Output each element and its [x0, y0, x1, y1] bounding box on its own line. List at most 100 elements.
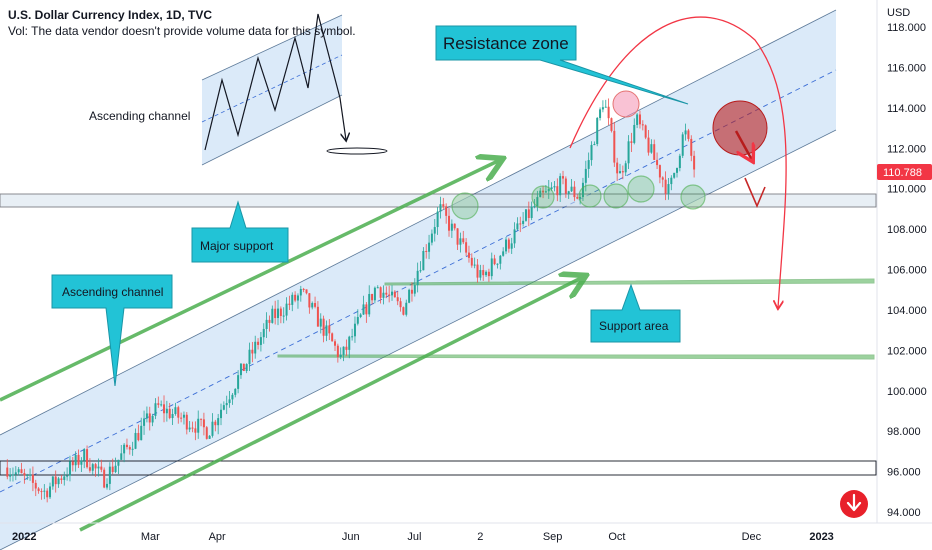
candle-body [607, 106, 610, 119]
candle-body [405, 302, 408, 315]
candle-body [29, 474, 32, 476]
last-price-badge: 110.788 [877, 164, 932, 180]
candle-body [593, 144, 596, 146]
candle-body [94, 464, 97, 469]
candle-body [442, 204, 445, 207]
candle-body [154, 403, 157, 416]
candle-body [647, 137, 650, 153]
candle-body [331, 333, 334, 342]
forecast-target-arrow [744, 177, 766, 209]
candle-body [462, 238, 465, 243]
candle-body [467, 252, 470, 258]
y-tick-label: 94.000 [887, 507, 921, 519]
candle-body [316, 306, 319, 327]
candle-body [539, 190, 542, 198]
candle-body [11, 474, 14, 476]
candle-body [34, 482, 37, 489]
candle-body [379, 287, 382, 298]
candle-body [524, 209, 527, 221]
candle-body [348, 336, 351, 350]
y-tick-label: 112.000 [887, 143, 926, 155]
candle-body [31, 474, 34, 483]
candle-body [299, 288, 302, 296]
candle-body [584, 168, 587, 183]
candle-body [177, 407, 180, 418]
candle-body [319, 318, 322, 327]
candle-body [91, 464, 94, 471]
candle-body [97, 466, 100, 469]
candle-body [690, 138, 693, 156]
x-tick-label: Dec [742, 531, 762, 543]
candle-body [399, 301, 402, 308]
x-tick-label: Oct [608, 531, 625, 543]
candle-body [562, 176, 565, 179]
candle-body [125, 444, 128, 448]
candle-body [476, 264, 479, 278]
candle-body [530, 206, 533, 218]
candle-body [291, 294, 294, 305]
candle-body [382, 292, 385, 298]
candle-body [410, 289, 413, 294]
candle-body [564, 178, 567, 194]
y-tick-label: 108.000 [887, 224, 927, 236]
candle-body [465, 242, 468, 253]
candle-body [17, 469, 20, 473]
candle-body [402, 307, 405, 315]
candle-body [202, 419, 205, 428]
y-tick-label: 102.000 [887, 345, 927, 357]
lower-trend-arrow [79, 277, 583, 532]
candle-body [259, 337, 262, 345]
candle-body [453, 223, 456, 229]
candle-body [544, 191, 547, 193]
candle-body [60, 478, 63, 480]
candle-body [353, 323, 356, 337]
candle-body [433, 227, 436, 234]
candle-body [550, 187, 553, 189]
candle-body [496, 263, 499, 265]
candle-body [376, 287, 379, 289]
candle-body [596, 117, 599, 145]
candle-body [242, 363, 245, 371]
candle-body [636, 114, 639, 125]
candle-body [581, 182, 584, 198]
candle-body [516, 223, 519, 230]
candle-body [684, 130, 687, 135]
candle-body [428, 242, 431, 252]
support-area-line [384, 278, 875, 286]
candle-body [205, 427, 208, 439]
volume-note: Vol: The data vendor doesn't provide vol… [8, 24, 356, 38]
support-area-label: Support area [599, 319, 669, 333]
candle-body [100, 466, 103, 470]
candle-body [54, 476, 57, 485]
forecast-arc [569, 16, 787, 308]
candle-body [308, 293, 311, 308]
candle-body [485, 271, 488, 276]
candle-body [604, 106, 607, 108]
resistance-touch-circle [612, 90, 640, 118]
candle-body [436, 211, 439, 228]
candle-body [490, 258, 493, 277]
candle-body [633, 124, 636, 143]
candle-body [527, 209, 530, 218]
candle-body [14, 472, 17, 475]
down-arrow-icon[interactable] [840, 490, 868, 518]
candle-body [365, 304, 368, 315]
candle-body [174, 407, 177, 414]
candle-body [653, 144, 656, 160]
candle-body [197, 418, 200, 433]
candle-body [678, 155, 681, 169]
candle-body [262, 328, 265, 338]
candle-body [425, 250, 428, 252]
candle-body [547, 188, 550, 192]
candle-body [533, 206, 536, 208]
candle-body [339, 354, 342, 357]
x-tick-label: Jun [342, 531, 360, 543]
candle-body [590, 144, 593, 161]
candle-body [63, 476, 66, 480]
candle-body [220, 409, 223, 419]
candle-body [658, 165, 661, 178]
candle-body [6, 467, 9, 477]
candle-body [430, 233, 433, 243]
forecast-reversal-circle [712, 100, 768, 156]
